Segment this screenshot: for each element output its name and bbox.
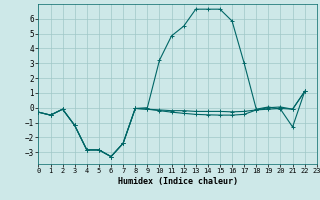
X-axis label: Humidex (Indice chaleur): Humidex (Indice chaleur): [118, 177, 238, 186]
